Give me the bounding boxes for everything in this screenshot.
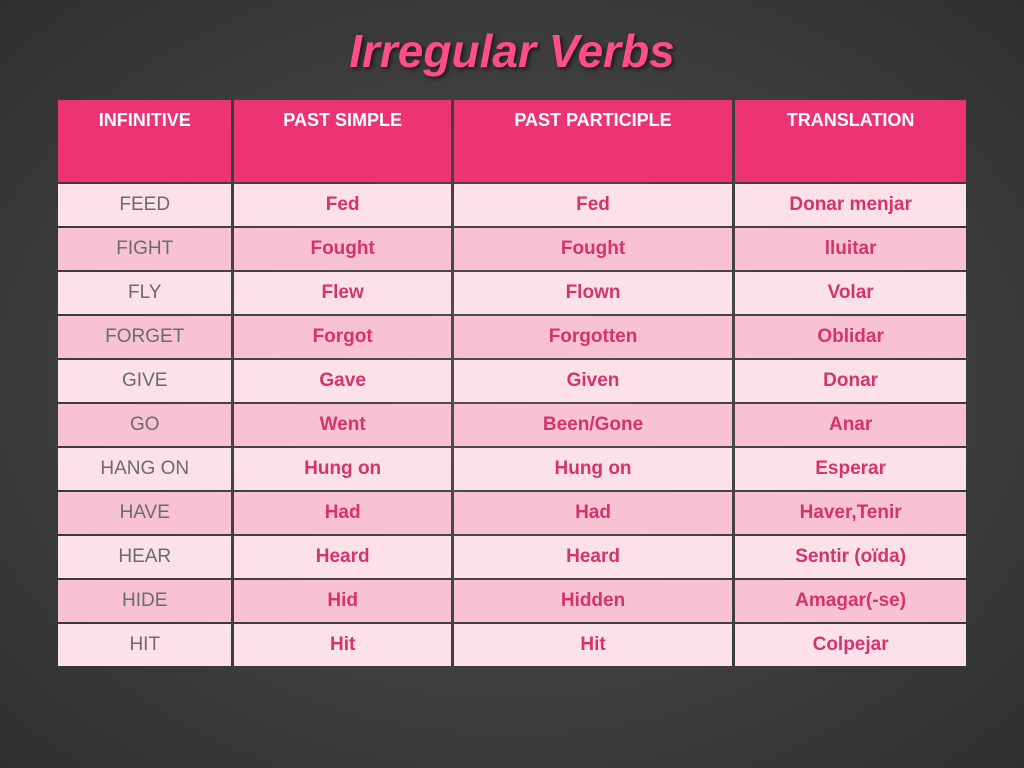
cell-translation: Haver,Tenir (735, 492, 966, 534)
cell-past-simple: Gave (234, 360, 450, 402)
slide: Irregular Verbs INFINITIVE PAST SIMPLE P… (0, 0, 1024, 768)
cell-translation: Oblidar (735, 316, 966, 358)
col-header-past-simple: PAST SIMPLE (234, 100, 450, 182)
cell-past-simple: Hit (234, 624, 450, 666)
table-row: FlyFlewFlownVolar (58, 272, 966, 314)
cell-past-simple: Flew (234, 272, 450, 314)
cell-past-simple: Heard (234, 536, 450, 578)
cell-translation: Esperar (735, 448, 966, 490)
cell-past-simple: Went (234, 404, 450, 446)
cell-infinitive: Hide (58, 580, 231, 622)
cell-translation: Amagar(-se) (735, 580, 966, 622)
cell-past-simple: Hung on (234, 448, 450, 490)
table-row: FeedFedFedDonar menjar (58, 184, 966, 226)
cell-translation: Anar (735, 404, 966, 446)
table-row: GoWentBeen/GoneAnar (58, 404, 966, 446)
cell-infinitive: Fly (58, 272, 231, 314)
cell-translation: Sentir (oïda) (735, 536, 966, 578)
table-row: HearHeardHeardSentir (oïda) (58, 536, 966, 578)
cell-past-simple: Fed (234, 184, 450, 226)
cell-translation: Donar menjar (735, 184, 966, 226)
cell-past-participle: Given (454, 360, 732, 402)
cell-infinitive: Feed (58, 184, 231, 226)
page-title: Irregular Verbs (55, 24, 969, 78)
table-row: ForgetForgotForgottenOblidar (58, 316, 966, 358)
col-header-past-participle: PAST PARTICIPLE (454, 100, 732, 182)
cell-infinitive: Give (58, 360, 231, 402)
cell-past-participle: Hung on (454, 448, 732, 490)
table-header-row: INFINITIVE PAST SIMPLE PAST PARTICIPLE T… (58, 100, 966, 182)
cell-infinitive: Hear (58, 536, 231, 578)
cell-past-simple: Hid (234, 580, 450, 622)
cell-past-participle: Fed (454, 184, 732, 226)
col-header-infinitive: INFINITIVE (58, 100, 231, 182)
cell-infinitive: Fight (58, 228, 231, 270)
table-row: Hang onHung onHung onEsperar (58, 448, 966, 490)
cell-past-simple: Forgot (234, 316, 450, 358)
verbs-table: INFINITIVE PAST SIMPLE PAST PARTICIPLE T… (55, 98, 969, 668)
cell-infinitive: Hang on (58, 448, 231, 490)
cell-past-participle: Flown (454, 272, 732, 314)
cell-past-participle: Heard (454, 536, 732, 578)
cell-past-participle: Hidden (454, 580, 732, 622)
cell-past-participle: Hit (454, 624, 732, 666)
cell-translation: Donar (735, 360, 966, 402)
cell-infinitive: Hit (58, 624, 231, 666)
cell-translation: Volar (735, 272, 966, 314)
cell-translation: lluitar (735, 228, 966, 270)
cell-past-simple: Fought (234, 228, 450, 270)
cell-infinitive: Have (58, 492, 231, 534)
table-row: FightFoughtFoughtlluitar (58, 228, 966, 270)
cell-past-participle: Had (454, 492, 732, 534)
cell-past-participle: Fought (454, 228, 732, 270)
cell-infinitive: Go (58, 404, 231, 446)
cell-translation: Colpejar (735, 624, 966, 666)
table-row: GiveGaveGivenDonar (58, 360, 966, 402)
cell-past-participle: Been/Gone (454, 404, 732, 446)
cell-past-participle: Forgotten (454, 316, 732, 358)
table-row: HitHitHitColpejar (58, 624, 966, 666)
cell-past-simple: Had (234, 492, 450, 534)
cell-infinitive: Forget (58, 316, 231, 358)
table-row: HideHidHiddenAmagar(-se) (58, 580, 966, 622)
col-header-translation: TRANSLATION (735, 100, 966, 182)
table-row: HaveHadHadHaver,Tenir (58, 492, 966, 534)
